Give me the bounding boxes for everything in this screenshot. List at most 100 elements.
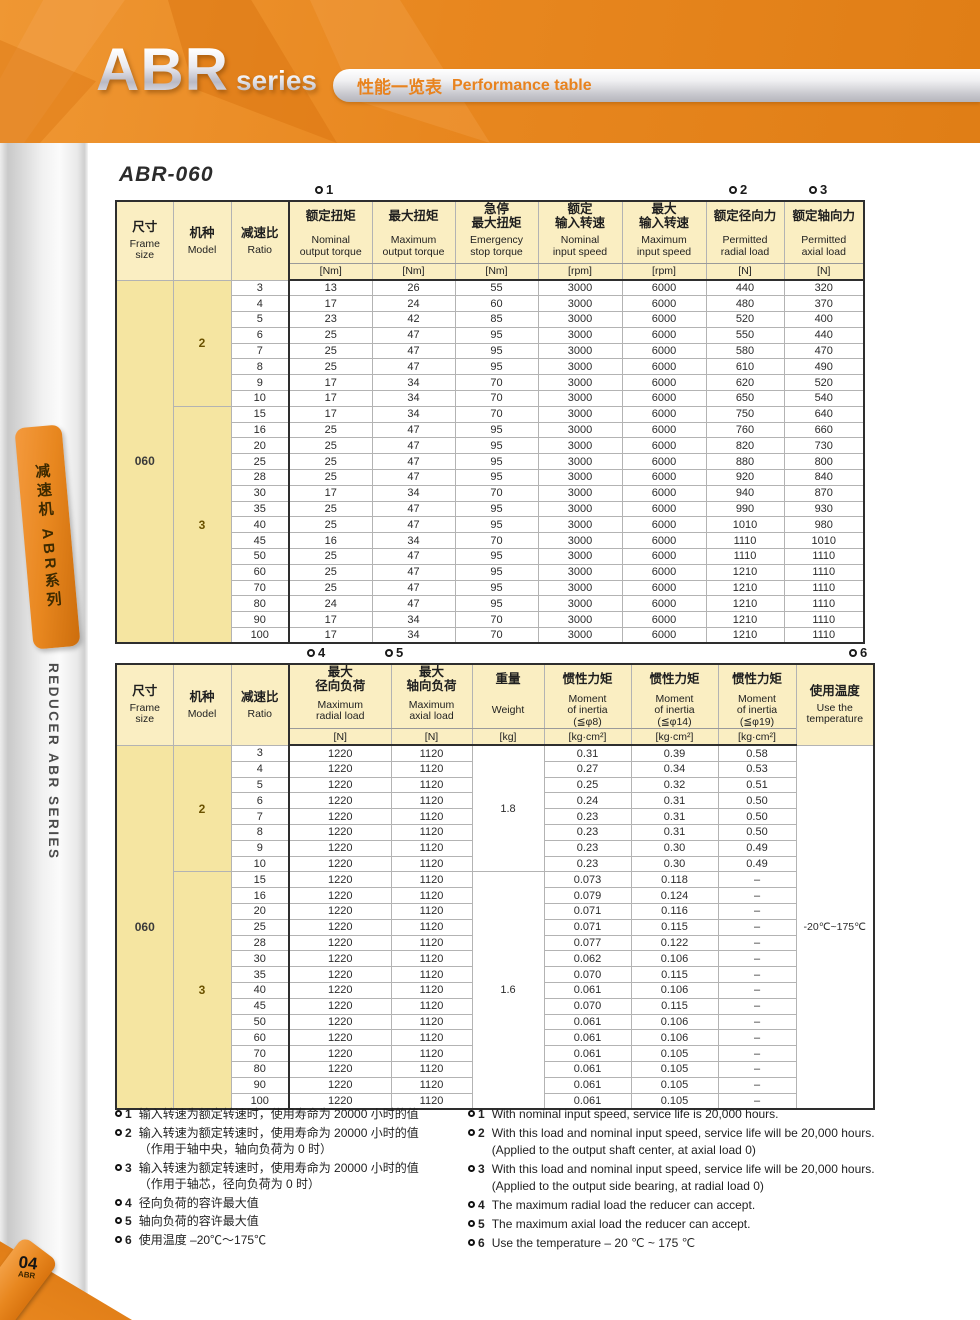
header-en: Moment of inertia (≦φ14) [654,693,695,728]
footnote-line: The maximum radial load the reducer can … [491,1198,756,1213]
value-cell: 6000 [621,469,707,486]
value-cell: 95 [454,469,539,486]
footnote-number: 3 [478,1162,485,1177]
header-row: Maximum radial load Maximum axial load Wei… [116,693,874,729]
value-cell: 3000 [537,295,623,313]
header-cell-inertia14: 惯性力矩 [630,663,719,693]
value-cell: 1110 [783,611,865,629]
value-cell: 95 [454,595,539,613]
header-en: Maximum axial load [408,698,455,722]
footnote-line: 输入转速为额定转速时，使用寿命为 20000 小时的值 [138,1107,419,1121]
value-cell: 0.079 [543,887,632,904]
table-row: 060 2 3 13 26 55 3000 6000 440 320 [115,279,865,644]
header-cell-max_torque-en: Maximum output torque [371,230,456,264]
value-cell: 520 [783,374,865,392]
header-cell-estop_torque-en: Emergency stop torque [454,230,539,264]
value-cell: 1110 [783,595,865,613]
table-row: 100 1220 1120 0.061 0.105– [116,1092,874,1110]
value-cell: 0.073 [543,871,632,889]
ratio-cell: 80 [230,595,290,613]
value-cell: 1120 [390,744,473,762]
header-cell-nominal_torque-en: Nominal output torque [288,230,373,264]
header-zh: 最大扭矩 [388,209,439,223]
header-en: Nominal output torque [299,234,362,258]
value-cell: 1220 [288,1076,392,1094]
value-cell: 540 [783,390,865,407]
footnote-text: Use the temperature – 20 ℃ ~ 175 ℃ [492,1235,695,1252]
value-cell: 550 [705,326,785,344]
value-cell: 1120 [390,1076,473,1094]
header-zh: 惯性力矩 [731,672,782,686]
header-zh: 惯性力矩 [562,672,613,686]
header-cell-inertia8-unit: [kg·cm²] [543,728,632,747]
value-cell: 0.30 [630,855,719,873]
value-cell: 3000 [537,311,623,328]
footnote-ring-icon [115,1217,122,1225]
footnote-ring-icon [115,1163,122,1171]
footnote-number: 4 [478,1198,485,1213]
footnote-number: 1 [125,1107,132,1121]
header-en: Permitted radial load [720,234,770,258]
value-cell: 470 [783,342,865,360]
footnote-number: 2 [125,1125,132,1140]
header-cell-nominal_torque: 额定扭矩 [288,200,373,230]
footnote-line: （作用于轴中央，轴向负荷为 0 时） [138,1142,333,1157]
value-cell: 85 [454,311,539,328]
value-cell: 1220 [288,792,392,810]
footnote-line: With this load and nominal input speed, … [491,1126,875,1141]
model-cell: 3 [172,871,232,1110]
value-cell: 25 [288,421,373,439]
ratio-cell: 16 [230,887,290,904]
value-cell: 490 [783,358,865,376]
footnote: 5 The maximum axial load the reducer can … [468,1216,878,1233]
value-cell: 0.115 [630,997,719,1015]
header-cell-temp: 使用温度 Use the temperature [795,663,875,746]
value-cell: 70 [454,611,539,629]
value-cell: 0.116 [630,902,719,920]
footnote-text: With nominal input speed, service life i… [492,1106,779,1123]
value-cell: 0.49 [717,855,797,873]
header-en: Ratio [247,243,272,256]
value-cell: 0.23 [543,855,632,873]
header-cell-max_speed-unit: [rpm] [621,263,707,281]
table-row: 50 1220 1120 0.061 0.106– [116,1013,874,1031]
value-cell: 1220 [288,934,392,952]
header-zh: 重量 [495,672,521,686]
model-cell: 3 [172,405,232,644]
header-cell-inertia14-en: Moment of inertia (≦φ14) [630,693,719,729]
value-cell: 6000 [621,548,707,565]
value-cell: – [717,1013,797,1031]
footnote-number: 1 [478,1107,485,1121]
value-cell: 0.34 [630,760,719,778]
footnote-ring-icon [468,1110,475,1117]
value-cell: 0.124 [630,887,719,904]
value-cell: 0.115 [630,918,719,936]
value-cell: 940 [705,484,785,502]
value-cell: 47 [371,453,456,471]
header-zh: 机种 [189,689,215,704]
value-cell: 0.30 [630,839,719,857]
value-cell: 47 [371,437,456,455]
series-logo: ABR series [96,40,317,100]
value-cell: 1120 [390,792,473,810]
value-cell: 0.105 [630,1060,719,1078]
value-cell: 6000 [621,405,707,423]
footnote-line: 输入转速为额定转速时，使用寿命为 20000 小时的值 [138,1160,419,1175]
page-number-label: 04 ABR [4,1252,51,1282]
ratio-cell: 28 [230,469,290,486]
value-cell: 370 [783,295,865,313]
value-cell: 0.061 [543,1045,632,1062]
footnote-text: 使用温度 –20℃～175℃ [139,1232,266,1249]
value-cell: – [717,981,797,999]
temperature-cell: -20℃~175℃ [795,744,875,1110]
value-cell: 580 [705,342,785,360]
value-cell: 1120 [390,934,473,952]
value-cell: 6000 [621,326,707,344]
ratio-cell: 6 [230,792,290,810]
value-cell: 0.061 [543,1029,632,1047]
value-cell: 47 [371,358,456,376]
header-cell-max_speed-en: Maximum input speed [621,230,707,264]
value-cell: 760 [705,421,785,439]
ratio-cell: 3 [230,744,290,762]
value-cell: 1120 [390,823,473,841]
